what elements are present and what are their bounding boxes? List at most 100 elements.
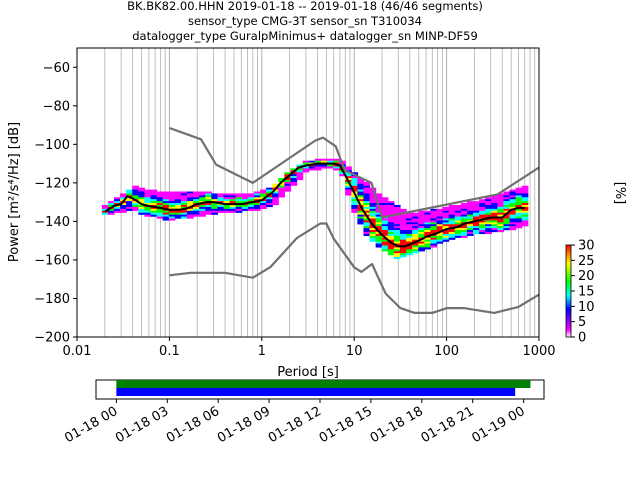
heatmap-cell — [375, 220, 383, 223]
heatmap-cell — [363, 218, 371, 221]
heatmap-cell — [393, 257, 401, 260]
heatmap-cell — [399, 251, 407, 254]
title-line-1: BK.BK82.00.HHN 2019-01-18 -- 2019-01-18 … — [127, 0, 483, 13]
heatmap-cell — [223, 197, 231, 200]
y-tick-label: −180 — [34, 292, 70, 307]
heatmap-cell — [211, 197, 219, 200]
heatmap-cell — [266, 189, 273, 192]
heatmap-cell — [515, 201, 523, 204]
heatmap-cell — [418, 241, 425, 244]
heatmap-cell — [187, 214, 194, 217]
heatmap-cell — [144, 212, 152, 215]
heatmap-cell — [424, 239, 432, 242]
heatmap-cell — [351, 185, 358, 188]
heatmap-cell — [132, 193, 139, 196]
heatmap-cell — [399, 216, 407, 219]
heatmap-cell — [223, 204, 231, 208]
heatmap-cell — [418, 226, 425, 229]
heatmap-cell — [369, 226, 377, 229]
heatmap-cell — [156, 216, 164, 219]
heatmap-cell — [479, 203, 486, 206]
heatmap-cell — [132, 191, 139, 194]
heatmap-cell — [387, 218, 395, 221]
heatmap-cell — [363, 199, 371, 202]
heatmap-cell — [101, 206, 109, 210]
heatmap-cell — [491, 230, 498, 233]
heatmap-cell — [387, 233, 395, 236]
heatmap-cell — [363, 187, 371, 190]
heatmap-cell — [217, 199, 225, 202]
heatmap-cell — [515, 212, 523, 215]
heatmap-cell — [509, 199, 517, 202]
heatmap-cell — [138, 199, 146, 202]
heatmap-cell — [412, 228, 419, 231]
colorbar-tick-label: 0 — [578, 331, 586, 346]
heatmap-cell — [485, 220, 492, 223]
heatmap-cell — [193, 193, 200, 196]
heatmap-cell — [375, 210, 383, 213]
heatmap-cell — [193, 199, 200, 202]
heatmap-cell — [150, 206, 158, 210]
heatmap-cell — [144, 214, 152, 217]
heatmap-cell — [515, 197, 523, 200]
heatmap-cell — [113, 206, 121, 210]
heatmap-cell — [381, 203, 389, 206]
heatmap-cell — [497, 214, 505, 217]
heatmap-cell — [205, 203, 212, 206]
heatmap-cell — [308, 166, 316, 169]
heatmap-cell — [107, 212, 115, 215]
heatmap-cell — [381, 243, 389, 246]
heatmap-cell — [430, 243, 438, 246]
heatmap-cell — [162, 197, 170, 200]
heatmap-cell — [278, 185, 285, 188]
heatmap-cell — [521, 193, 529, 196]
heatmap-cell — [479, 214, 486, 217]
heatmap-cell — [515, 191, 523, 194]
heatmap-cell — [485, 199, 492, 202]
heatmap-cell — [363, 195, 371, 198]
heatmap-cell — [363, 212, 371, 215]
heatmap-cell — [138, 210, 146, 213]
heatmap-cell — [193, 197, 200, 200]
heatmap-cell — [205, 197, 212, 200]
heatmap-cell — [296, 176, 304, 179]
heatmap-cell — [211, 203, 219, 206]
heatmap-cell — [357, 183, 365, 186]
heatmap-cell — [521, 222, 529, 225]
heatmap-cell — [418, 224, 425, 227]
heatmap-cell — [162, 212, 170, 215]
heatmap-cell — [399, 214, 407, 217]
heatmap-cell — [485, 212, 492, 215]
heatmap-cell — [399, 241, 407, 244]
heatmap-cell — [357, 189, 365, 192]
heatmap-cell — [430, 210, 438, 213]
heatmap-cell — [150, 197, 158, 200]
heatmap-cell — [260, 206, 267, 210]
heatmap-cell — [436, 226, 444, 229]
heatmap-cell — [205, 204, 212, 208]
heatmap-cell — [126, 201, 133, 204]
heatmap-cell — [211, 210, 219, 213]
heatmap-cell — [217, 201, 225, 204]
heatmap-cell — [412, 251, 419, 254]
heatmap-cell — [290, 172, 298, 175]
heatmap-cell — [162, 204, 170, 208]
heatmap-cell — [387, 201, 395, 204]
heatmap-cell — [266, 195, 273, 198]
heatmap-cell — [363, 185, 371, 188]
heatmap-cell — [351, 189, 358, 192]
heatmap-cell — [406, 247, 413, 250]
heatmap-cell — [272, 195, 279, 198]
heatmap-cell — [460, 220, 468, 223]
heatmap-cell — [369, 233, 377, 236]
heatmap-cell — [132, 187, 139, 190]
heatmap-cell — [479, 199, 486, 202]
heatmap-cell — [351, 203, 358, 206]
noise-model-high-line — [169, 126, 539, 219]
heatmap-cell — [442, 210, 450, 213]
heatmap-cell — [387, 226, 395, 229]
heatmap-cell — [393, 241, 401, 244]
heatmap-cell — [193, 208, 200, 211]
heatmap-cell — [290, 179, 298, 183]
